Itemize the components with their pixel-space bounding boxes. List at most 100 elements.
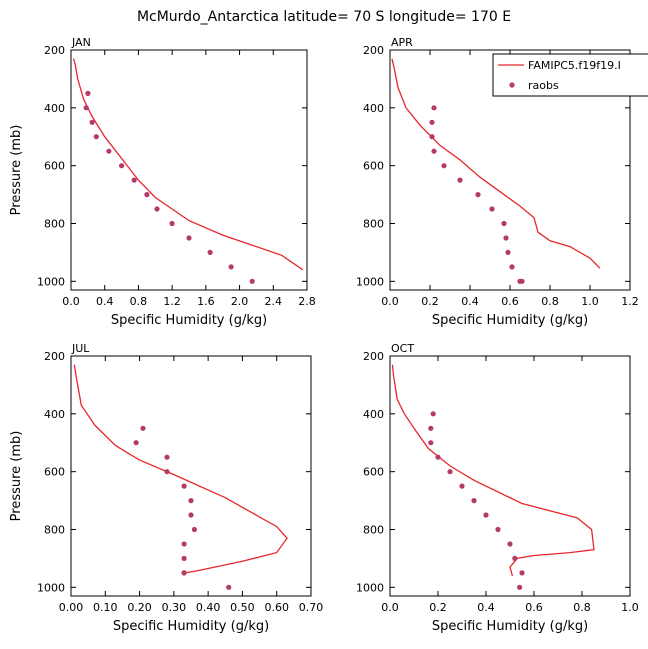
obs-point	[429, 134, 435, 140]
obs-point	[181, 541, 187, 547]
x-tick-label: 0.30	[162, 601, 187, 614]
y-tick-label: 1000	[37, 581, 65, 594]
obs-point	[191, 526, 197, 533]
obs-point	[164, 454, 170, 460]
obs-point	[483, 512, 489, 518]
figure-title: McMurdo_Antarctica latitude= 70 S longit…	[137, 9, 511, 25]
obs-point	[428, 425, 434, 431]
x-tick-label: 0.60	[264, 601, 289, 614]
y-tick-label: 600	[363, 160, 384, 173]
obs-point	[505, 249, 511, 255]
y-tick-label: 800	[44, 523, 65, 536]
obs-point	[428, 440, 434, 446]
obs-point	[509, 264, 515, 270]
y-tick-label: 200	[44, 350, 65, 363]
panel-title-jul: JUL	[71, 342, 90, 355]
obs-point	[140, 425, 146, 431]
y-tick-label: 200	[44, 44, 65, 57]
legend-obs-marker	[509, 82, 515, 88]
x-tick-label: 1.6	[197, 295, 215, 308]
obs-point	[144, 192, 150, 198]
x-axis-label: Specific Humidity (g/kg)	[111, 313, 267, 328]
y-tick-label: 600	[363, 466, 384, 479]
obs-point	[181, 570, 187, 576]
obs-point	[188, 512, 194, 518]
x-tick-label: 1.0	[621, 601, 639, 614]
panel-jul: JUL 0.00 0.10 0.20 0.30 0.40 0.50 0.60 0.70 200 40…	[9, 342, 323, 634]
obs-point	[131, 177, 137, 183]
obs-point	[431, 148, 437, 154]
obs-point	[475, 192, 481, 198]
plot-frame	[70, 355, 312, 597]
obs-point	[249, 278, 255, 284]
x-tick-label: 0.8	[573, 601, 591, 614]
x-tick-label: 0.6	[501, 295, 519, 308]
panel-title-apr: APR	[391, 36, 413, 49]
legend: FAMIPC5.f19f19.I raobs	[492, 53, 648, 97]
obs-point	[83, 105, 89, 111]
y-tick-label: 1000	[37, 275, 65, 288]
model-line-jul	[73, 364, 288, 574]
obs-point	[429, 119, 435, 125]
panel-oct: OCT 0.0 0.2 0.4 0.6 0.8 1.0 200 400 600 800 1000 Spe…	[356, 342, 639, 634]
obs-point	[471, 498, 477, 504]
x-tick-label: 1.2	[621, 295, 639, 308]
obs-point	[85, 90, 91, 96]
x-tick-label: 0.6	[525, 601, 543, 614]
y-tick-label: 800	[363, 217, 384, 230]
obs-point	[435, 454, 441, 460]
y-tick-label: 200	[363, 44, 384, 57]
obs-point	[430, 411, 436, 417]
panel-jan: JAN 0.0 0.4 0.8 1.2 1.6 2.0 2.4 2.8 200 400 600 800 1…	[9, 36, 316, 328]
obs-point	[517, 584, 523, 590]
y-tick-label: 800	[363, 523, 384, 536]
x-tick-label: 0.8	[130, 295, 148, 308]
obs-point	[188, 498, 194, 504]
obs-point	[459, 483, 465, 489]
y-tick-label: 200	[363, 350, 384, 363]
panel-title-oct: OCT	[391, 342, 414, 355]
obs-point	[106, 148, 112, 154]
y-axis-label: Pressure (mb)	[9, 125, 24, 216]
obs-point	[457, 177, 463, 183]
obs-point	[154, 206, 160, 212]
obs-point	[512, 555, 518, 562]
obs-point	[501, 220, 507, 227]
x-tick-label: 0.4	[461, 295, 479, 308]
obs-point	[89, 119, 95, 125]
obs-point	[519, 278, 525, 284]
y-tick-label: 400	[363, 102, 384, 115]
plot-frame	[389, 355, 631, 597]
y-tick-label: 400	[44, 408, 65, 421]
x-tick-label: 0.0	[381, 601, 399, 614]
y-tick-label: 600	[44, 160, 65, 173]
model-line-apr	[391, 58, 601, 269]
obs-point	[133, 440, 139, 446]
y-tick-label: 1000	[356, 275, 384, 288]
x-tick-label: 0.4	[96, 295, 114, 308]
x-tick-label: 0.50	[230, 601, 255, 614]
obs-point	[503, 235, 509, 241]
model-line-oct	[391, 364, 595, 576]
panels-group: JAN 0.0 0.4 0.8 1.2 1.6 2.0 2.4 2.8 200 400 600 800 1…	[9, 36, 639, 634]
legend-obs-label: raobs	[528, 79, 559, 92]
x-tick-label: 0.0	[381, 295, 399, 308]
legend-model-label: FAMIPC5.f19f19.I	[528, 59, 621, 72]
obs-point	[169, 220, 175, 227]
obs-point	[181, 555, 187, 562]
x-axis-label: Specific Humidity (g/kg)	[432, 313, 588, 328]
x-tick-label: 0.00	[59, 601, 84, 614]
obs-point	[93, 134, 99, 140]
x-axis-label: Specific Humidity (g/kg)	[432, 619, 588, 634]
x-tick-label: 0.70	[299, 601, 324, 614]
y-axis-label: Pressure (mb)	[9, 431, 24, 522]
x-tick-label: 0.40	[196, 601, 221, 614]
x-tick-label: 0.8	[541, 295, 559, 308]
obs-point	[226, 584, 232, 590]
y-tick-label: 400	[44, 102, 65, 115]
plot-frame	[70, 49, 308, 291]
x-tick-label: 2.4	[265, 295, 283, 308]
obs-point	[431, 105, 437, 111]
obs-point	[447, 469, 453, 475]
panel-apr: APR 0.0 0.2 0.4 0.6 0.8 1.0 1.2 200 400 600 800 1000…	[356, 36, 639, 328]
